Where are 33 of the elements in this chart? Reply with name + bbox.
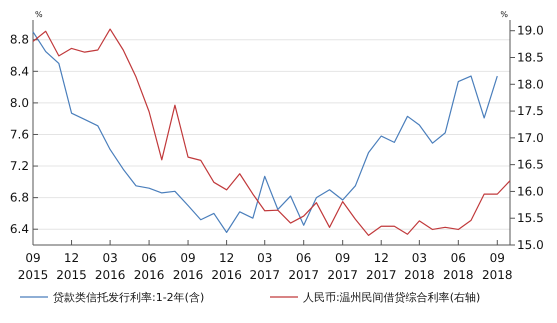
y2-tick-label: 19.0 xyxy=(517,24,544,38)
legend-label: 人民币:温州民间借贷综合利率(右轴) xyxy=(303,291,480,304)
x-tick-label: 09 2018 xyxy=(482,251,513,282)
x-tick-label: 12 2016 xyxy=(211,251,242,282)
y-tick-label: 7.2 xyxy=(10,159,29,174)
y2-tick-label: 17.0 xyxy=(517,130,544,145)
y-tick-label: 6.4 xyxy=(10,222,29,236)
x-tick-label: 06 2016 xyxy=(134,251,164,282)
x-tick-label: 12 2015 xyxy=(56,251,87,282)
y-tick-label: 6.8 xyxy=(10,190,29,205)
y2-tick-label: 16.5 xyxy=(517,158,544,172)
y-tick-label: 8.4 xyxy=(10,64,29,78)
y-tick-label: 7.6 xyxy=(10,127,29,142)
x-tick-label: 03 2016 xyxy=(94,251,126,282)
x-tick-label: 06 2018 xyxy=(443,251,474,282)
y-tick-label: 8.8 xyxy=(10,32,29,47)
x-tick-label: 09 2016 xyxy=(172,251,204,282)
legend-label: 贷款类信托发行利率:1-2年(含) xyxy=(53,291,204,304)
y2-tick-label: 15.5 xyxy=(517,211,544,226)
y2-tick-label: 17.5 xyxy=(517,104,544,118)
y2-tick-label: 16.0 xyxy=(517,184,544,198)
x-tick-label: 06 2017 xyxy=(288,251,319,282)
x-tick-label: 09 2017 xyxy=(327,251,358,282)
y-axis-title: % xyxy=(35,10,43,19)
x-tick-label: 09 2015 xyxy=(18,251,48,282)
y2-tick-label: 18.0 xyxy=(517,77,544,92)
y2-axis-title: % xyxy=(500,10,508,19)
x-tick-label: 03 2017 xyxy=(249,251,280,282)
y2-tick-label: 18.5 xyxy=(517,50,544,64)
y-tick-label: 8.0 xyxy=(10,96,29,110)
y2-tick-label: 15.0 xyxy=(517,238,544,252)
x-tick-label: 12 2017 xyxy=(366,251,396,282)
x-tick-label: 03 2018 xyxy=(404,251,435,282)
